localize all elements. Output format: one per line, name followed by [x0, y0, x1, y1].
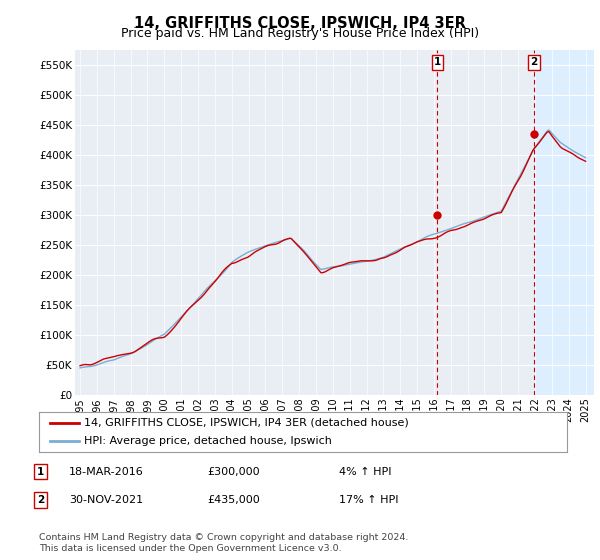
Text: £300,000: £300,000	[207, 466, 260, 477]
Text: 17% ↑ HPI: 17% ↑ HPI	[339, 495, 398, 505]
Text: 2: 2	[37, 495, 44, 505]
Text: 2: 2	[530, 58, 537, 67]
Text: 30-NOV-2021: 30-NOV-2021	[69, 495, 143, 505]
Text: 4% ↑ HPI: 4% ↑ HPI	[339, 466, 391, 477]
Text: 14, GRIFFITHS CLOSE, IPSWICH, IP4 3ER: 14, GRIFFITHS CLOSE, IPSWICH, IP4 3ER	[134, 16, 466, 31]
Text: 14, GRIFFITHS CLOSE, IPSWICH, IP4 3ER (detached house): 14, GRIFFITHS CLOSE, IPSWICH, IP4 3ER (d…	[84, 418, 409, 428]
Text: 18-MAR-2016: 18-MAR-2016	[69, 466, 144, 477]
Text: 1: 1	[434, 58, 441, 67]
Text: HPI: Average price, detached house, Ipswich: HPI: Average price, detached house, Ipsw…	[84, 436, 332, 446]
Text: Contains HM Land Registry data © Crown copyright and database right 2024.
This d: Contains HM Land Registry data © Crown c…	[39, 533, 409, 553]
Bar	[533, 50, 594, 395]
Text: £435,000: £435,000	[207, 495, 260, 505]
Text: Price paid vs. HM Land Registry's House Price Index (HPI): Price paid vs. HM Land Registry's House …	[121, 27, 479, 40]
Text: 1: 1	[37, 466, 44, 477]
